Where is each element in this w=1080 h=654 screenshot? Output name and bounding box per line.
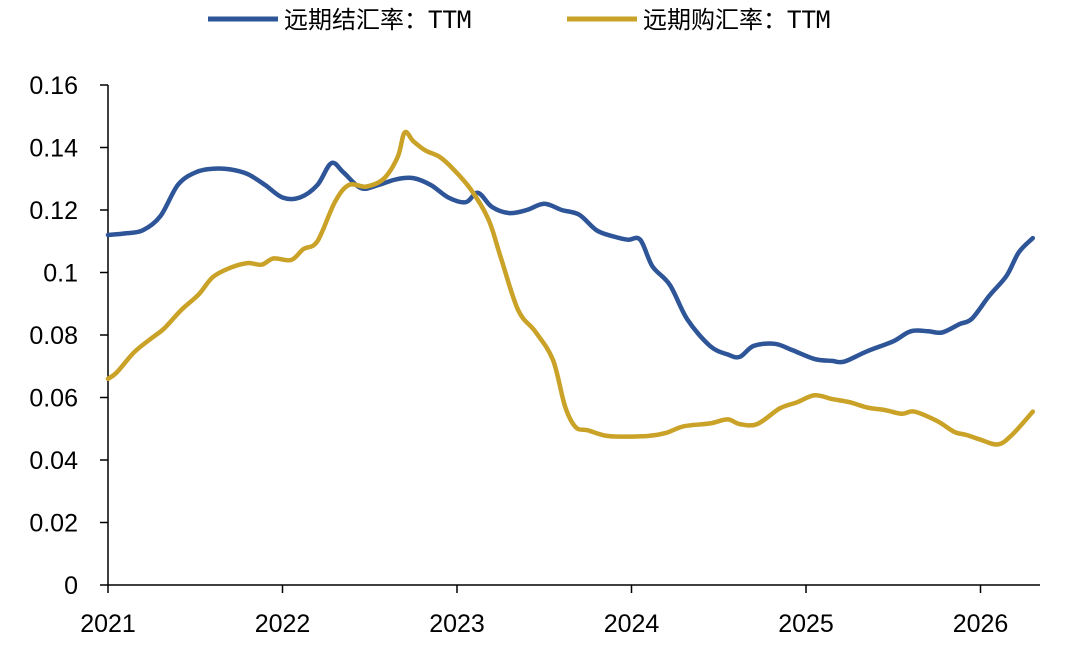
- x-tick-label: 2021: [80, 610, 136, 638]
- legend-label-forward-purchase: 远期购汇率：TTM: [643, 6, 830, 34]
- x-tick-label: 2023: [429, 610, 485, 638]
- y-tick-label: 0.02: [29, 510, 78, 538]
- series-line-forward-settlement: [105, 160, 1036, 365]
- x-tick-label: 2022: [255, 610, 311, 638]
- y-tick-label: 0.12: [29, 197, 78, 225]
- chart-legend: 远期结汇率：TTM 远期购汇率：TTM: [208, 6, 830, 34]
- x-tick-label: 2025: [778, 610, 834, 638]
- y-tick-label: 0.16: [29, 72, 78, 100]
- y-tick-label: 0.1: [43, 260, 78, 288]
- y-axis-ticks: 0 0.02 0.04 0.06 0.08 0.1 0.12 0.14 0.16: [29, 72, 108, 600]
- y-tick-label: 0: [64, 572, 78, 600]
- series-lines: [105, 129, 1036, 447]
- y-tick-label: 0.08: [29, 322, 78, 350]
- legend-label-forward-settlement: 远期结汇率：TTM: [284, 6, 471, 34]
- series-line-forward-purchase: [105, 129, 1036, 447]
- y-tick-label: 0.06: [29, 385, 78, 413]
- x-tick-label: 2024: [604, 610, 660, 638]
- x-tick-label: 2026: [953, 610, 1009, 638]
- y-tick-label: 0.14: [29, 135, 78, 163]
- y-tick-label: 0.04: [29, 447, 78, 475]
- x-axis-ticks: 2021 2022 2023 2024 2025 2026: [80, 585, 1008, 638]
